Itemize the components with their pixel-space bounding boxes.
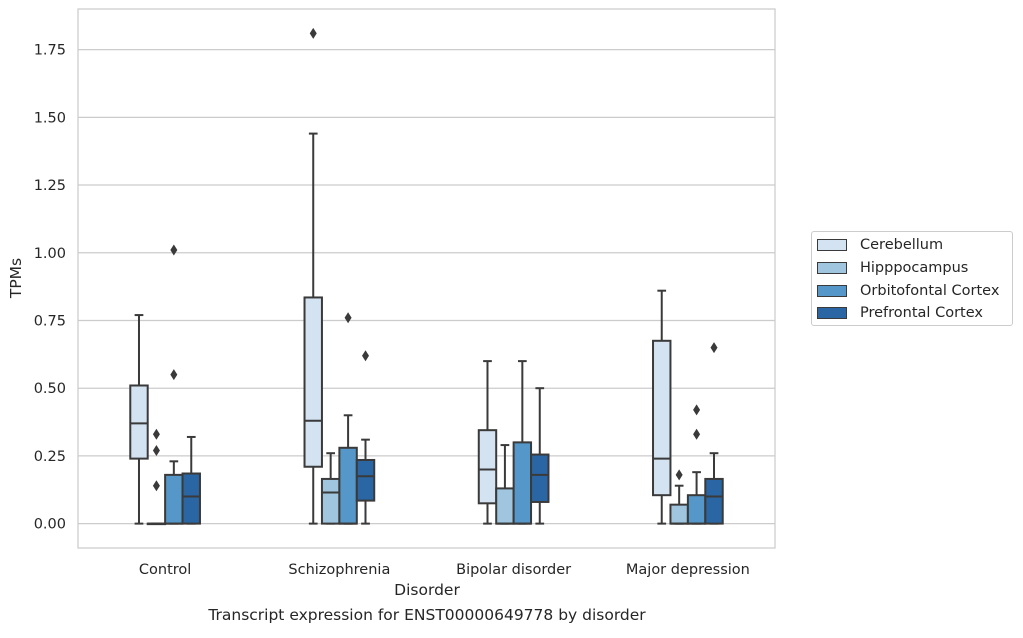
box-group — [686, 404, 707, 525]
y-tick-label: 1.50 — [34, 110, 66, 126]
outlier-point — [152, 444, 160, 456]
box — [338, 446, 358, 525]
box-group — [704, 342, 724, 525]
y-tick-label: 1.75 — [34, 43, 66, 59]
x-axis-label: Disorder — [394, 581, 460, 599]
legend-swatch — [817, 284, 847, 297]
chart-caption: Transcript expression for ENST0000064977… — [208, 606, 646, 624]
outlier-point — [152, 480, 160, 492]
box — [320, 477, 341, 525]
legend-item: Prefrontal Cortex — [817, 303, 983, 323]
legend-label: Cerebellum — [860, 237, 944, 253]
box — [129, 384, 149, 460]
legend-swatch — [817, 307, 847, 320]
y-tick-label: 0.00 — [34, 517, 66, 533]
box-group — [495, 444, 515, 525]
box-group — [303, 27, 323, 525]
y-tick-label: 1.25 — [34, 178, 66, 194]
y-tick-label: 0.25 — [34, 449, 66, 465]
x-tick-label: Major depression — [626, 562, 750, 578]
box — [530, 453, 550, 503]
legend-swatch — [817, 239, 847, 251]
box-group — [338, 312, 358, 525]
box — [303, 296, 323, 468]
outlier-point — [693, 428, 701, 440]
box — [495, 487, 515, 525]
legend-swatch — [817, 261, 847, 274]
outlier-point — [675, 469, 683, 481]
legend-label: Hipppocampus — [860, 259, 969, 276]
box-group — [652, 289, 672, 525]
outlier-point — [693, 404, 701, 416]
box — [652, 339, 672, 497]
legend-label: Prefrontal Cortex — [860, 305, 983, 322]
legend: Cerebellum Hipppocampus Orbitofontal Corte… — [811, 231, 1013, 326]
legend-label: Orbitofontal Cortex — [860, 282, 1000, 299]
y-axis-label: TPMs — [7, 258, 25, 299]
outlier-point — [309, 27, 317, 39]
box — [512, 441, 533, 525]
outlier-point — [344, 312, 352, 324]
axis-ticks: 0.00 0.25 0.50 0.75 1.00 1.25 1.50 1.75 Control S… — [34, 43, 750, 578]
box-group — [530, 387, 550, 525]
legend-item: Orbitofontal Cortex — [817, 281, 999, 301]
box — [355, 458, 376, 502]
box-group — [477, 360, 498, 525]
legend-item: Hipppocampus — [817, 258, 968, 278]
box — [669, 503, 689, 525]
box-group — [164, 244, 184, 525]
x-tick-label: Bipolar disorder — [456, 562, 571, 578]
legend-item: Cerebellum — [817, 235, 943, 255]
box — [181, 472, 201, 525]
x-tick-label: Control — [139, 562, 191, 578]
boxes — [129, 27, 724, 526]
box — [686, 494, 707, 525]
outlier-point — [152, 428, 160, 440]
y-tick-label: 0.75 — [34, 313, 66, 329]
box — [164, 473, 184, 525]
box-group — [355, 350, 376, 525]
outlier-point — [170, 244, 178, 256]
y-tick-label: 1.00 — [34, 246, 66, 262]
outlier-point — [710, 342, 718, 354]
box-group — [146, 428, 167, 526]
box-group — [129, 314, 149, 525]
box — [704, 477, 724, 525]
box-group — [181, 435, 201, 525]
x-tick-label: Schizophrenia — [288, 562, 390, 578]
y-tick-label: 0.50 — [34, 381, 66, 397]
outlier-point — [170, 369, 178, 381]
outlier-point — [362, 350, 370, 362]
box — [477, 429, 498, 505]
